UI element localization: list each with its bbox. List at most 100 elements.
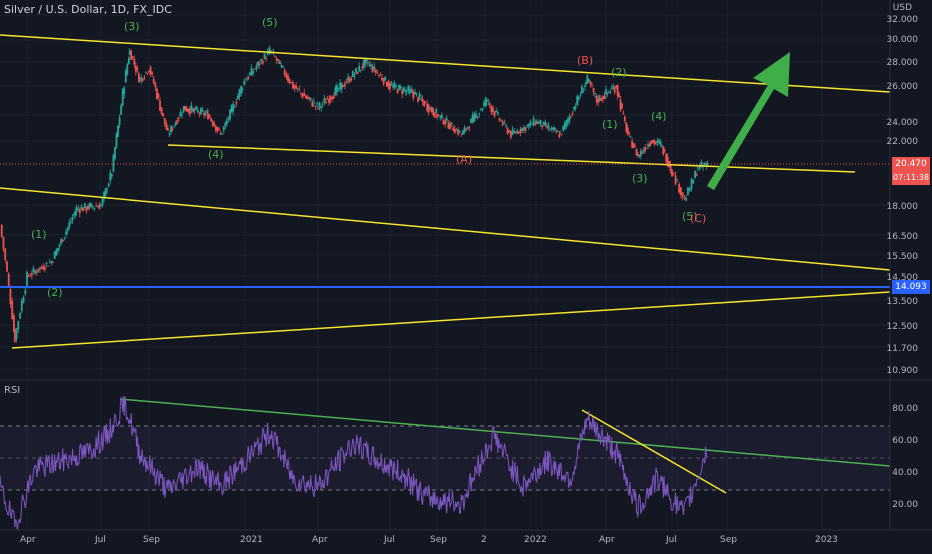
candle-body [536,121,539,125]
candle-body [665,154,668,163]
wave-label: (B) [577,54,594,67]
candle-body [516,130,519,134]
candle-body [303,92,306,96]
candle-body [545,126,548,128]
candle-body [332,95,335,99]
time-tick-label: Apr [20,535,36,545]
candle-body [392,85,394,88]
candle-body [65,231,67,235]
candle-body [20,300,23,312]
candle-body [176,120,179,124]
candle-body [192,108,194,112]
upper-channel-line[interactable] [0,34,891,93]
candle-body [82,208,85,212]
candle-body [189,108,191,115]
candle-body [296,87,299,89]
candle-body [390,84,393,86]
candle-body [104,187,107,196]
grid-layer [0,0,890,530]
candle-body [200,108,202,115]
rsi-tick-label: 60.00 [892,436,918,446]
candle-body [211,120,214,126]
candle-body [384,76,387,81]
candle-body [109,172,112,181]
candle-body [652,140,655,142]
candle-body [616,85,619,96]
candle-body [547,125,550,129]
candle-body [255,66,258,69]
candle-body [114,146,116,160]
candle-body [258,63,261,65]
candle-body [553,127,556,130]
candle-body [2,236,5,250]
candle-body [277,59,280,61]
candle-body [374,69,377,73]
candle-body [365,58,368,62]
candle-body [318,102,321,108]
symbol-title[interactable]: Silver / U.S. Dollar, 1D, FX_IDC [4,3,172,16]
candle-body [253,68,256,70]
candle-body [378,74,380,76]
candle-body [531,124,533,126]
rsi-short-trendline[interactable] [581,409,727,494]
wave-label: (3) [124,20,140,33]
candle-body [35,271,38,273]
candle-body [625,122,628,132]
candle-body [692,179,695,184]
candle-body [493,111,496,117]
candle-body [339,82,342,90]
candle-body [606,92,609,94]
candle-body [358,65,361,72]
candle-body [185,107,188,112]
candle-body [27,274,30,276]
candle-body [519,129,522,133]
candle-body [637,154,639,156]
candle-body [321,103,324,105]
candle-body [160,107,163,114]
candle-body [68,222,71,228]
candle-body [460,133,463,135]
lower-channel-line[interactable] [0,187,891,271]
support-channel-line[interactable] [11,291,891,349]
candle-body [514,132,517,134]
rsi-long-trendline[interactable] [119,398,891,467]
candle-body [295,85,297,90]
candle-body [659,141,662,145]
candle-body [398,84,400,90]
candle-body [163,118,166,125]
candle-body [601,96,604,99]
candle-body [291,81,294,89]
candle-body [475,114,477,118]
candle-body [196,110,199,113]
candle-body [110,174,113,177]
candle-body [306,96,309,99]
candle-body [644,147,647,152]
candle-body [83,203,86,208]
candle-body [621,103,623,108]
candle-body [393,82,396,88]
projection-arrow[interactable] [707,52,790,190]
candle-body [655,142,657,143]
candle-body [214,125,217,132]
rsi-title[interactable]: RSI [4,385,21,396]
wave-label: (4) [651,110,667,123]
candle-body [55,249,58,256]
candle-body [549,129,551,130]
candle-body [534,123,537,126]
candle-body [485,101,488,103]
candle-body [311,102,314,107]
candle-body [687,187,689,195]
candle-body [638,155,641,157]
candle-body [408,88,411,94]
candle-body [95,205,98,207]
middle-channel-line[interactable] [167,144,856,173]
candle-body [577,97,580,100]
time-tick-label: Sep [430,535,447,545]
candle-body [468,127,471,129]
candle-body [430,107,433,112]
candle-body [90,202,93,207]
candle-body [399,86,402,89]
wave-label: (1) [602,118,618,131]
